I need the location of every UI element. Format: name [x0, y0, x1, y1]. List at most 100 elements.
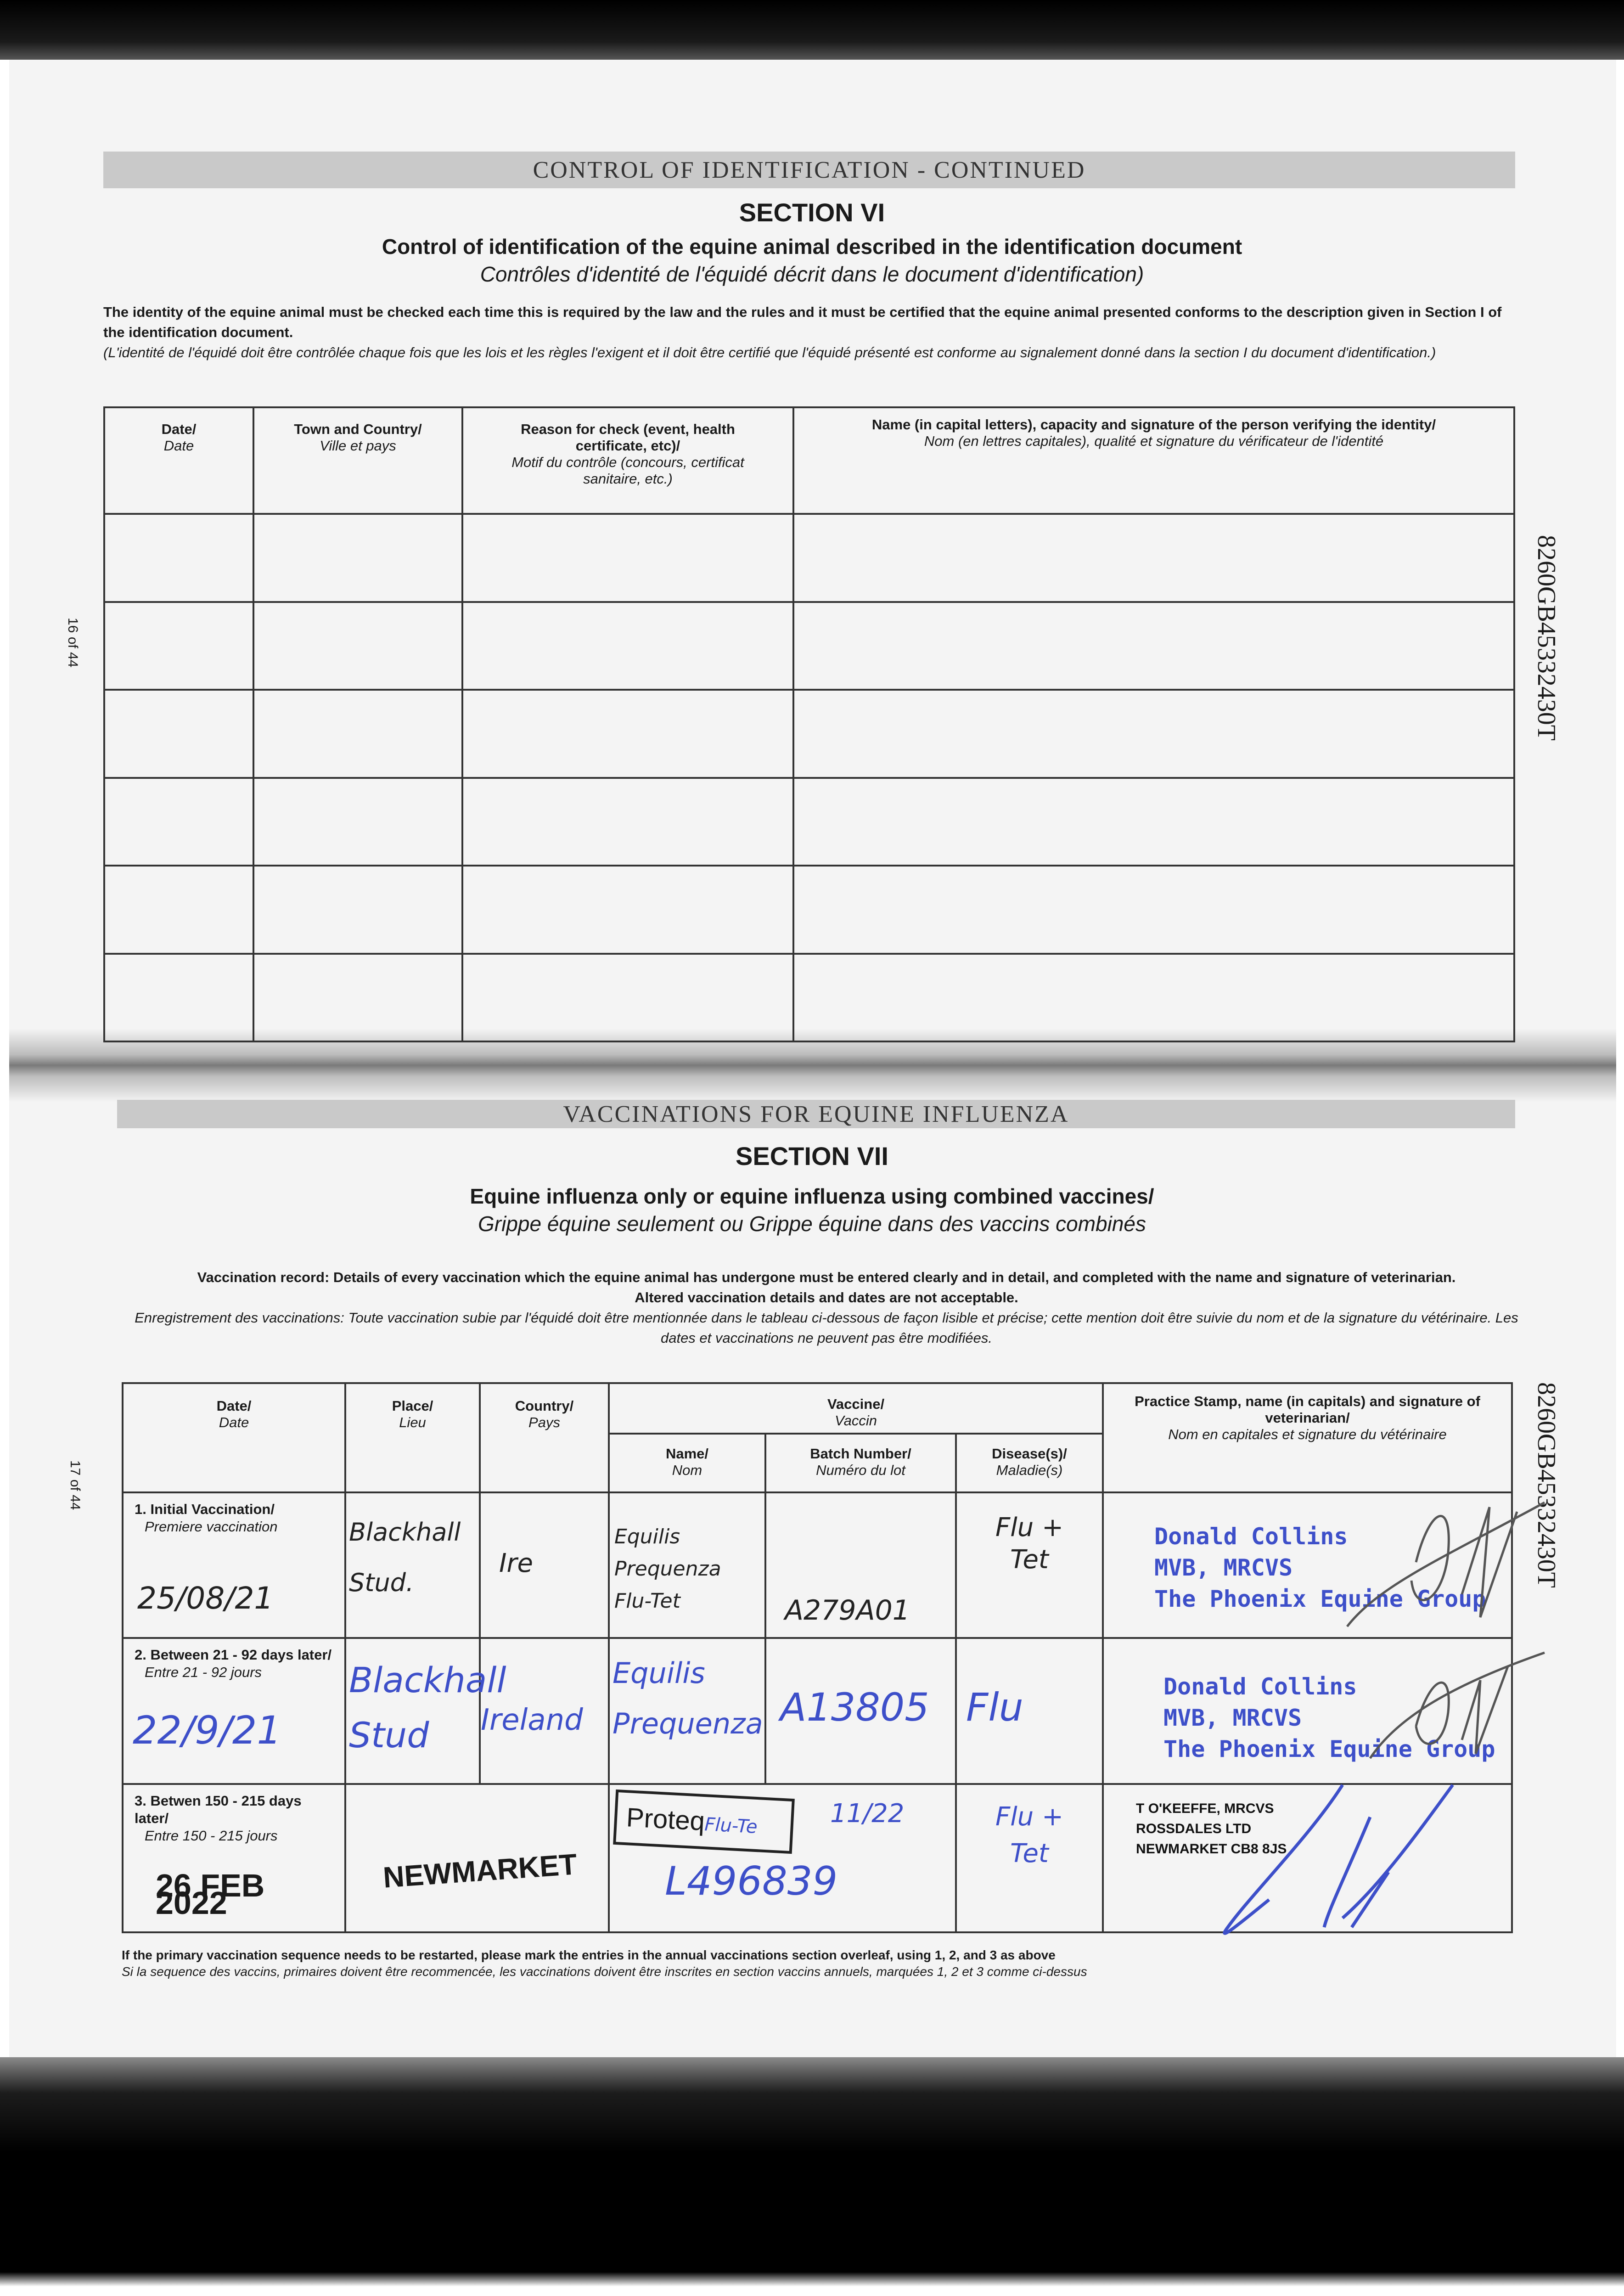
place: Blackhall Stud [344, 1637, 506, 1785]
section-subtitle-fr: Grippe équine seulement ou Grippe équine… [478, 1212, 1146, 1236]
vaccine-name-hand: Flu-Te [704, 1814, 758, 1838]
stamp-line: The Phoenix Equine Group [1154, 1586, 1486, 1612]
place-stamp: NEWMARKET [382, 1847, 579, 1894]
col-vaccine-name-fr: Nom [672, 1462, 702, 1478]
row-label-fr: Entre 150 - 215 jours [145, 1828, 278, 1844]
vet-signature [1369, 1651, 1545, 1759]
page-number: 16 of 44 [65, 618, 80, 668]
page-number: 17 of 44 [67, 1460, 83, 1510]
scan-bottom-edge [0, 2057, 1624, 2296]
col-date-fr: Date [163, 438, 194, 454]
section-subtitle: Equine influenza only or equine influenz… [470, 1184, 1154, 1208]
stamp-line: Donald Collins [1154, 1523, 1348, 1550]
intro-en: The identity of the equine animal must b… [103, 304, 1502, 340]
table-row [103, 513, 1515, 603]
col-batch-fr: Numéro du lot [816, 1462, 905, 1478]
vaccine-name: Equilis Prequenza Flu-Tet [608, 1491, 766, 1639]
row-label: 2. Between 21 - 92 days later/ [135, 1647, 332, 1663]
scan-top-edge [0, 0, 1624, 60]
vaccination-date: 22/9/21 [133, 1708, 281, 1753]
col-town: Town and Country/ [294, 421, 422, 437]
batch-number: A13805 [764, 1637, 957, 1785]
col-vaccine-name: Name/ [665, 1446, 709, 1462]
col-vet-fr: Nom en capitales et signature du vétérin… [1168, 1426, 1447, 1442]
vet-signature [1223, 1784, 1454, 1935]
table-row [103, 865, 1515, 955]
document-id: 8260GB45332430T [1532, 535, 1561, 741]
batch-number: A279A01 [764, 1491, 957, 1639]
stamp-line: MVB, MRCVS [1154, 1554, 1293, 1581]
table-row [103, 952, 1515, 1042]
col-date-fr: Date [219, 1414, 249, 1430]
stamp-line: The Phoenix Equine Group [1163, 1736, 1495, 1762]
section-subtitle: Control of identification of the equine … [382, 235, 1242, 259]
col-country-fr: Pays [528, 1414, 560, 1430]
vaccine-cell: ProteqFlu-Te 11/22 L496839 [608, 1783, 957, 1933]
identity-check-table: Date/Date Town and Country/Ville et pays… [103, 406, 1515, 1042]
section-subtitle-fr: Contrôles d'identité de l'équidé décrit … [480, 262, 1144, 286]
col-reason-fr: Motif du contrôle (concours, certificat … [511, 454, 744, 487]
col-vaccine-fr: Vaccin [835, 1412, 877, 1429]
vet-stamp-cell: Donald Collins MVB, MRCVS The Phoenix Eq… [1102, 1491, 1545, 1639]
col-vet: Practice Stamp, name (in capitals) and s… [1135, 1393, 1480, 1426]
row-label: 1. Initial Vaccination/ [135, 1501, 275, 1517]
vaccine-name: Proteq [625, 1802, 706, 1837]
col-vaccine: Vaccine/ [827, 1396, 885, 1412]
stamp-line: MVB, MRCVS [1163, 1705, 1302, 1731]
disease: Flu + Tet [955, 1783, 1104, 1933]
table-row: 3. Betwen 150 - 215 days later/Entre 150… [122, 1783, 1513, 1935]
vaccination-table: Date/Date Place/Lieu Country/Pays Vaccin… [122, 1382, 1545, 1935]
vaccine-name: Equilis Prequenza [608, 1637, 766, 1785]
table-row [103, 777, 1515, 867]
col-place-fr: Lieu [399, 1414, 426, 1430]
table-header-row: Date/Date Town and Country/Ville et pays… [103, 406, 1515, 515]
col-town-fr: Ville et pays [320, 438, 396, 454]
batch-expiry: 11/22 [830, 1799, 905, 1829]
col-reason: Reason for check (event, health certific… [521, 421, 735, 454]
disease: Flu + Tet [955, 1491, 1104, 1639]
vaccine-sticker: ProteqFlu-Te [613, 1789, 795, 1854]
footnote: If the primary vaccination sequence need… [122, 1947, 1224, 1980]
section-band: CONTROL OF IDENTIFICATION - CONTINUED [103, 152, 1515, 188]
country: Ire [479, 1491, 610, 1639]
band-title: CONTROL OF IDENTIFICATION - CONTINUED [533, 157, 1086, 183]
col-verifier-fr: Nom (en lettres capitales), qualité et s… [924, 433, 1384, 449]
col-batch: Batch Number/ [810, 1446, 911, 1462]
col-verifier: Name (in capital letters), capacity and … [871, 416, 1436, 433]
stamp-line: T O'KEEFFE, MRCVS [1136, 1801, 1274, 1816]
intro-text: The identity of the equine animal must b… [103, 302, 1522, 363]
footnote-en: If the primary vaccination sequence need… [122, 1948, 1056, 1962]
vet-stamp-cell: Donald Collins MVB, MRCVS The Phoenix Eq… [1102, 1637, 1545, 1785]
place-cell: NEWMARKET [344, 1783, 610, 1933]
band-title: VACCINATIONS FOR EQUINE INFLUENZA [563, 1101, 1069, 1127]
table-row: 2. Between 21 - 92 days later/Entre 21 -… [122, 1637, 1545, 1785]
country: Ireland [479, 1637, 610, 1785]
row-label-fr: Premiere vaccination [145, 1519, 278, 1535]
table-row: 1. Initial Vaccination/Premiere vaccinat… [122, 1491, 1545, 1639]
col-date: Date/ [216, 1398, 252, 1414]
vet-stamp: T O'KEEFFE, MRCVS ROSSDALES LTD NEWMARKE… [1136, 1799, 1287, 1859]
vet-stamp-cell: T O'KEEFFE, MRCVS ROSSDALES LTD NEWMARKE… [1102, 1783, 1513, 1935]
intro-text: Vaccination record: Details of every vac… [119, 1267, 1534, 1348]
row-label: 3. Betwen 150 - 215 days later/ [135, 1793, 302, 1826]
col-disease-fr: Maladie(s) [996, 1462, 1063, 1478]
col-country: Country/ [515, 1398, 574, 1414]
section-heading: SECTION VII [736, 1142, 888, 1171]
stamp-line: Donald Collins [1163, 1673, 1357, 1700]
date-stamp: 26 FEB 2022 [156, 1868, 265, 1921]
intro-en-1: Vaccination record: Details of every vac… [197, 1269, 1456, 1285]
section-heading: SECTION VI [739, 198, 885, 227]
intro-fr: Enregistrement des vaccinations: Toute v… [135, 1310, 1518, 1346]
intro-en-2: Altered vaccination details and dates ar… [635, 1289, 1018, 1306]
table-row [103, 689, 1515, 779]
stamp-line: NEWMARKET CB8 8JS [1136, 1841, 1287, 1857]
place: Blackhall Stud. [344, 1491, 481, 1639]
vaccination-date: 25/08/21 [137, 1581, 274, 1616]
col-place: Place/ [392, 1398, 433, 1414]
col-date: Date/ [161, 421, 197, 437]
stamp-line: ROSSDALES LTD [1136, 1821, 1252, 1836]
batch-number: L496839 [665, 1858, 838, 1904]
table-row [103, 601, 1515, 691]
vet-stamp: Donald Collins MVB, MRCVS The Phoenix Eq… [1163, 1671, 1495, 1765]
vet-stamp: Donald Collins MVB, MRCVS The Phoenix Eq… [1154, 1521, 1486, 1615]
